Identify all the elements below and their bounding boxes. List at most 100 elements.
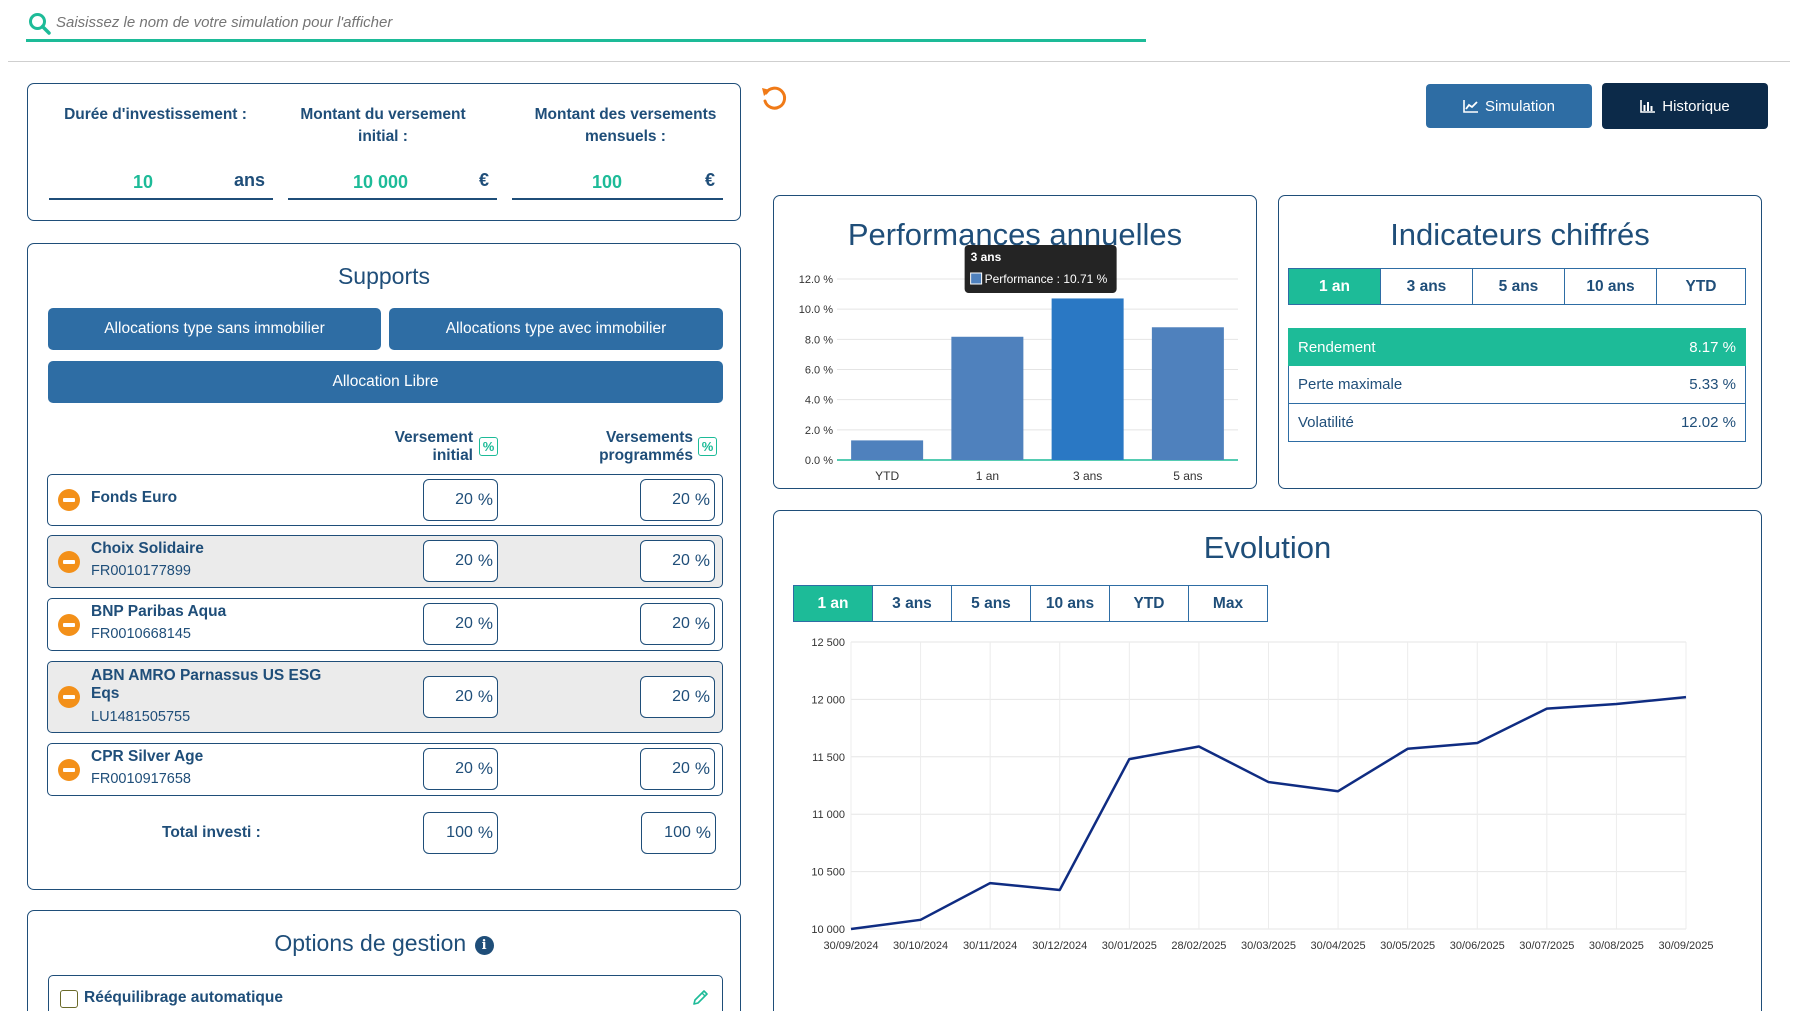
initial-field[interactable]: 10 000 € [288, 164, 497, 200]
fund-name: CPR Silver Age [91, 748, 204, 765]
tooltip-swatch [970, 272, 983, 285]
total-programmes: 100% [641, 812, 716, 854]
tab-1-an[interactable]: 1 an [794, 586, 873, 621]
percent-sign: % [477, 490, 493, 509]
fund-isin: FR0010668145 [91, 626, 191, 642]
remove-icon[interactable] [58, 551, 80, 573]
indicateur-value: 8.17 % [1689, 338, 1736, 356]
indicateur-label: Volatilité [1298, 414, 1354, 431]
reequilibrage-label: Rééquilibrage automatique [84, 989, 283, 1006]
edit-icon[interactable] [690, 988, 710, 1008]
tab-10-ans[interactable]: 10 ans [1565, 269, 1657, 304]
tab-3-ans[interactable]: 3 ans [1381, 269, 1473, 304]
tab-5-ans[interactable]: 5 ans [1473, 269, 1565, 304]
duree-value[interactable]: 10 [133, 172, 154, 192]
historique-button[interactable]: Historique [1602, 83, 1768, 129]
alloc-libre-button[interactable]: Allocation Libre [48, 361, 723, 403]
programmes-percent-input[interactable]: 20% [640, 603, 715, 645]
x-tick-label: 30/10/2024 [893, 940, 948, 952]
y-tick-label: 11 000 [812, 809, 845, 821]
percent-icon[interactable]: % [479, 437, 498, 456]
percent-sign: % [694, 551, 710, 570]
tab-5-ans[interactable]: 5 ans [952, 586, 1031, 621]
mensuel-value[interactable]: 100 [592, 172, 623, 192]
options-title: Options de gestion [274, 930, 467, 956]
search-input[interactable] [56, 14, 1116, 31]
reset-icon[interactable] [760, 84, 788, 112]
x-tick-label: 5 ans [1173, 469, 1202, 483]
tab-ytd[interactable]: YTD [1657, 269, 1745, 304]
y-tick-label: 12 500 [811, 637, 845, 649]
search-bar [26, 8, 1146, 42]
initial-percent-value: 20 [455, 615, 473, 632]
fund-name: ABN AMRO Parnassus US ESG Eqs [91, 667, 322, 702]
percent-sign: % [477, 551, 493, 570]
x-tick-label: 3 ans [1073, 469, 1102, 483]
y-tick-label: 10 000 [811, 924, 845, 936]
x-tick-label: 30/09/2025 [1658, 940, 1713, 952]
x-tick-label: 30/03/2025 [1241, 940, 1296, 952]
programmes-percent-input[interactable]: 20% [640, 479, 715, 521]
tab-1-an[interactable]: 1 an [1289, 269, 1381, 304]
remove-icon[interactable] [58, 686, 80, 708]
search-icon[interactable] [28, 12, 52, 36]
x-tick-label: 30/01/2025 [1102, 940, 1157, 952]
initial-percent-value: 20 [455, 552, 473, 569]
tab-3-ans[interactable]: 3 ans [873, 586, 952, 621]
duree-field[interactable]: 10 ans [49, 164, 273, 200]
options-title-row: Options de gestion i [27, 930, 741, 957]
tooltip-title: 3 ans [971, 250, 1002, 264]
tab-10-ans[interactable]: 10 ans [1031, 586, 1110, 621]
x-tick-label: 30/06/2025 [1450, 940, 1505, 952]
percent-icon[interactable]: % [698, 437, 717, 456]
info-icon[interactable]: i [474, 936, 494, 955]
remove-icon[interactable] [58, 489, 80, 511]
reequilibrage-checkbox[interactable] [60, 990, 78, 1008]
fund-name: Choix Solidaire [91, 540, 204, 557]
programmes-percent-value: 20 [672, 552, 690, 569]
mensuel-field[interactable]: 100 € [512, 164, 723, 200]
simulation-button[interactable]: Simulation [1426, 84, 1592, 128]
mensuel-unit: € [704, 170, 715, 190]
fund-row: BNP Paribas Aqua FR0010668145 20% 20% [47, 598, 723, 651]
remove-icon[interactable] [58, 759, 80, 781]
alloc-sans-immobilier-button[interactable]: Allocations type sans immobilier [48, 308, 381, 350]
programmes-percent-input[interactable]: 20% [640, 676, 715, 718]
indicateur-label: Perte maximale [1298, 376, 1403, 393]
initial-value[interactable]: 10 000 [353, 172, 409, 192]
initial-percent-value: 20 [455, 688, 473, 705]
indicateur-perte-row: Perte maximale 5.33 % [1288, 366, 1746, 404]
percent-sign: % [695, 823, 711, 842]
x-tick-label: 30/12/2024 [1032, 940, 1087, 952]
programmes-percent-input[interactable]: 20% [640, 540, 715, 582]
y-tick-label: 12.0 % [799, 274, 833, 286]
initial-percent-value: 20 [455, 760, 473, 777]
performance-bar-chart: 0.0 % 2.0 % 4.0 % 6.0 % 8.0 % 10.0 % 12.0 % YTD… [799, 245, 1238, 483]
x-tick-label: 30/09/2024 [823, 940, 878, 952]
fund-isin: LU1481505755 [91, 709, 191, 725]
indicateur-rendement-row: Rendement 8.17 % [1288, 328, 1746, 366]
initial-percent-input[interactable]: 20% [423, 748, 498, 790]
remove-icon[interactable] [58, 614, 80, 636]
alloc-avec-immobilier-button[interactable]: Allocations type avec immobilier [389, 308, 723, 350]
programmes-percent-input[interactable]: 20% [640, 748, 715, 790]
tab-max[interactable]: Max [1189, 586, 1267, 621]
evolution-title: Evolution [1203, 530, 1332, 565]
total-initial: 100% [423, 812, 498, 854]
initial-percent-input[interactable]: 20% [423, 676, 498, 718]
initial-percent-input[interactable]: 20% [423, 540, 498, 582]
y-tick-label: 11 500 [812, 752, 845, 764]
x-tick-label: YTD [875, 469, 899, 483]
bar [1051, 298, 1124, 460]
initial-percent-input[interactable]: 20% [423, 479, 498, 521]
tab-ytd[interactable]: YTD [1110, 586, 1189, 621]
x-tick-label: 1 an [976, 469, 999, 483]
total-initial-value: 100 [446, 824, 473, 841]
initial-percent-input[interactable]: 20% [423, 603, 498, 645]
historique-label: Historique [1662, 97, 1730, 115]
indicateur-label: Rendement [1298, 338, 1376, 356]
reequilibrage-row: Rééquilibrage automatique [48, 975, 723, 1011]
series-line [850, 695, 1687, 931]
x-tick-label: 30/07/2025 [1519, 940, 1574, 952]
indicateur-value: 12.02 % [1680, 414, 1736, 431]
